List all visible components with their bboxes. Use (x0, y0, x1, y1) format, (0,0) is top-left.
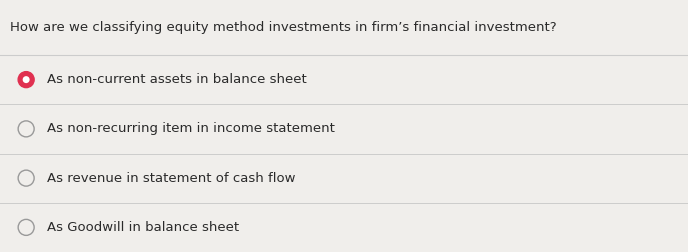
Text: As non-recurring item in income statement: As non-recurring item in income statemen… (47, 122, 334, 135)
Text: As non-current assets in balance sheet: As non-current assets in balance sheet (47, 73, 307, 86)
Text: As Goodwill in balance sheet: As Goodwill in balance sheet (47, 221, 239, 234)
Ellipse shape (18, 72, 34, 88)
Text: How are we classifying equity method investments in firm’s financial investment?: How are we classifying equity method inv… (10, 21, 557, 34)
Text: As revenue in statement of cash flow: As revenue in statement of cash flow (47, 172, 295, 185)
Ellipse shape (23, 76, 30, 83)
